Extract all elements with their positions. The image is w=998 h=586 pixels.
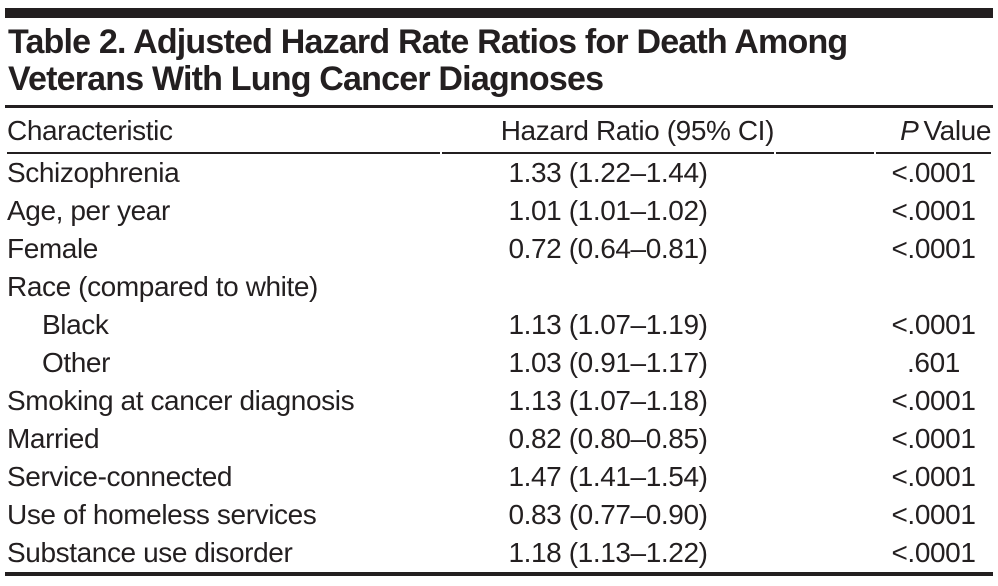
table-title-line2: Veterans With Lung Cancer Diagnoses: [8, 60, 604, 98]
p-value-cell: <.0001: [891, 499, 976, 530]
spacer-cell: [776, 534, 874, 572]
characteristic-cell: Other: [42, 347, 111, 378]
p-value-cell: <.0001: [891, 195, 976, 226]
p-value-cell: [876, 268, 991, 306]
top-rule: [5, 8, 993, 18]
column-header-characteristic: Characteristic: [7, 108, 440, 154]
characteristic-cell: Smoking at cancer diagnosis: [7, 385, 355, 416]
p-value-cell: <.0001: [891, 461, 976, 492]
p-value-cell: <.0001: [891, 423, 976, 454]
characteristic-cell: Age, per year: [7, 195, 170, 226]
spacer-cell: [776, 496, 874, 534]
header-top-rule: [5, 105, 993, 108]
hazard-ratio-cell: 0.72 (0.64–0.81): [508, 233, 708, 264]
table-title-line1: Table 2. Adjusted Hazard Rate Ratios for…: [8, 23, 848, 61]
table-row: Substance use disorder 1.18 (1.13–1.22) …: [7, 534, 991, 572]
spacer-cell: [776, 306, 874, 344]
spacer-cell: [776, 458, 874, 496]
hazard-ratio-cell: 1.01 (1.01–1.02): [508, 195, 708, 226]
spacer-cell: [776, 420, 874, 458]
column-header-spacer: [776, 108, 874, 154]
spacer-cell: [776, 268, 874, 306]
spacer-cell: [776, 344, 874, 382]
characteristic-cell: Married: [7, 423, 100, 454]
characteristic-cell: Black: [42, 309, 109, 340]
table-row: Service-connected 1.47 (1.41–1.54) <.000…: [7, 458, 991, 496]
p-value-cell: <.0001: [891, 309, 976, 340]
p-value-cell: <.0001: [891, 385, 976, 416]
spacer-cell: [776, 230, 874, 268]
spacer-cell: [776, 154, 874, 192]
characteristic-cell: Use of homeless services: [7, 499, 317, 530]
table-row: Smoking at cancer diagnosis 1.13 (1.07–1…: [7, 382, 991, 420]
characteristic-cell: Race (compared to white): [7, 271, 318, 302]
table-row: Schizophrenia 1.33 (1.22–1.44) <.0001: [7, 154, 991, 192]
hazard-ratio-table: Characteristic Hazard Ratio (95% CI) P Va…: [5, 108, 993, 572]
characteristic-cell: Service-connected: [7, 461, 233, 492]
spacer-cell: [776, 382, 874, 420]
hazard-ratio-cell: 0.82 (0.80–0.85): [508, 423, 708, 454]
column-header-p-value: P Value: [876, 108, 991, 154]
p-value-cell: <.0001: [891, 233, 976, 264]
hazard-ratio-cell: 1.13 (1.07–1.18): [508, 385, 708, 416]
characteristic-cell: Female: [7, 233, 98, 264]
table-row: Age, per year 1.01 (1.01–1.02) <.0001: [7, 192, 991, 230]
table-row: Use of homeless services 0.83 (0.77–0.90…: [7, 496, 991, 534]
spacer-cell: [776, 192, 874, 230]
p-value-label-rest: Value: [923, 115, 991, 146]
hazard-ratio-cell: 1.47 (1.41–1.54): [508, 461, 708, 492]
bottom-rule: [5, 572, 993, 576]
p-value-cell: .601: [907, 347, 960, 378]
hazard-ratio-cell: 1.13 (1.07–1.19): [508, 309, 708, 340]
table-row: Married 0.82 (0.80–0.85) <.0001: [7, 420, 991, 458]
table-title: Table 2. Adjusted Hazard Rate Ratios for…: [8, 24, 993, 98]
table-row-group-label: Race (compared to white): [7, 268, 991, 306]
table-row-indented: Black 1.13 (1.07–1.19) <.0001: [7, 306, 991, 344]
column-header-hazard-ratio: Hazard Ratio (95% CI): [442, 108, 774, 154]
p-value-cell: <.0001: [891, 157, 976, 188]
hazard-ratio-cell: 1.03 (0.91–1.17): [508, 347, 708, 378]
hazard-ratio-cell: 0.83 (0.77–0.90): [508, 499, 708, 530]
characteristic-cell: Substance use disorder: [7, 537, 293, 568]
hazard-ratio-cell: 1.18 (1.13–1.22): [508, 537, 708, 568]
hazard-ratio-cell: [442, 268, 774, 306]
hazard-ratio-cell: 1.33 (1.22–1.44): [508, 157, 708, 188]
table-row-indented: Other 1.03 (0.91–1.17) .601: [7, 344, 991, 382]
table-row: Female 0.72 (0.64–0.81) <.0001: [7, 230, 991, 268]
table-container: Table 2. Adjusted Hazard Rate Ratios for…: [5, 8, 993, 576]
header-row: Characteristic Hazard Ratio (95% CI) P Va…: [7, 108, 991, 154]
characteristic-cell: Schizophrenia: [7, 157, 180, 188]
p-value-italic-p: P: [900, 115, 919, 146]
p-value-cell: <.0001: [891, 537, 976, 568]
